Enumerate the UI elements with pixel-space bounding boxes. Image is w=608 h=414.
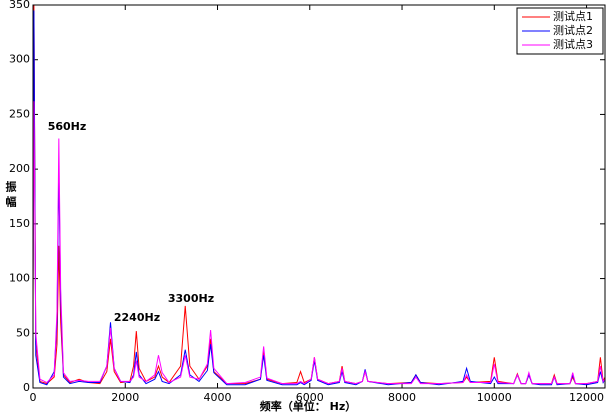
annotation: 560Hz — [48, 120, 87, 133]
x-tick-label: 8000 — [388, 391, 416, 404]
y-tick-label: 100 — [9, 272, 30, 285]
x-axis-label: 频率（单位： Hz） — [260, 399, 356, 413]
plot-frame — [32, 4, 606, 389]
x-tick-label: 0 — [30, 391, 37, 404]
legend-label: 测试点1 — [553, 10, 593, 23]
y-tick-label: 250 — [9, 107, 30, 120]
x-tick-label: 6000 — [296, 391, 324, 404]
y-tick-label: 200 — [9, 162, 30, 175]
annotation: 3300Hz — [168, 292, 214, 305]
y-axis-label: 振幅 — [4, 180, 17, 211]
annotation: 2240Hz — [114, 311, 160, 324]
y-tick-label: 150 — [9, 217, 30, 230]
y-tick-label: 300 — [9, 53, 30, 66]
legend-label: 测试点2 — [553, 24, 593, 37]
x-tick-label: 4000 — [204, 391, 232, 404]
y-tick-label: 0 — [23, 381, 30, 394]
legend-label: 测试点3 — [553, 38, 593, 51]
y-tick-label: 350 — [9, 0, 30, 11]
x-tick-label: 12000 — [569, 391, 604, 404]
y-tick-label: 50 — [16, 326, 30, 339]
x-tick-label: 10000 — [477, 391, 512, 404]
series-line — [32, 101, 606, 385]
x-tick-label: 2000 — [111, 391, 139, 404]
